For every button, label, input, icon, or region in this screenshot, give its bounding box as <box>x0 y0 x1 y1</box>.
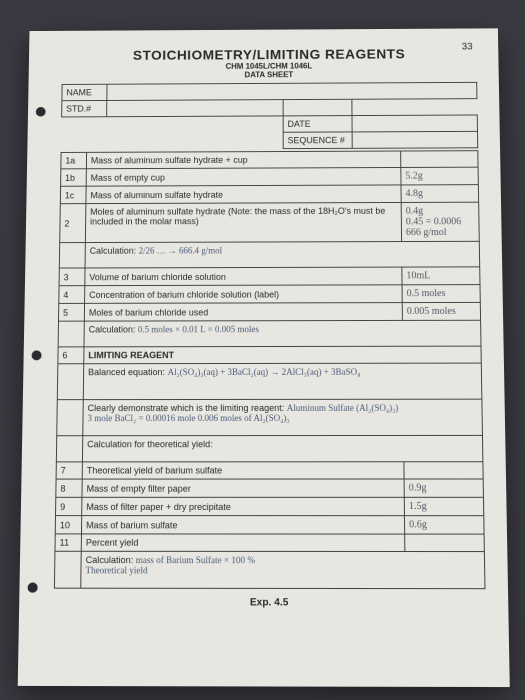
table-row: 6LIMITING REAGENT <box>57 346 480 364</box>
row-label: Calculation: mass of Barium Sulfate × 10… <box>80 551 484 588</box>
row-label: Calculation for theoretical yield: <box>82 435 482 461</box>
worksheet-paper: 33 STOICHIOMETRY/LIMITING REAGENTS CHM 1… <box>17 28 509 687</box>
table-row: 4Concentration of barium chloride soluti… <box>58 285 480 304</box>
row-label: Volume of barium chloride solution <box>84 267 401 286</box>
std-row: STD.# <box>61 99 477 117</box>
date-value <box>351 115 476 132</box>
name-value <box>106 82 476 100</box>
table-row: Clearly demonstrate which is the limitin… <box>56 399 482 436</box>
row-label: Mass of aluminum sulfate hydrate + cup <box>86 151 400 169</box>
row-number: 1b <box>60 169 86 187</box>
table-row: 7Theoretical yield of barium sulfate <box>56 462 483 479</box>
sheet-type: DATA SHEET <box>61 69 476 80</box>
row-value: 10mL <box>401 267 479 285</box>
row-number: 11 <box>54 534 80 551</box>
seq-value <box>352 131 478 148</box>
table-row: 1cMass of aluminum sulfate hydrate4.8g <box>60 185 478 204</box>
table-row: Calculation: mass of Barium Sulfate × 10… <box>54 551 485 588</box>
row-label: Percent yield <box>81 534 405 552</box>
row-label: Mass of aluminum sulfate hydrate <box>85 185 400 204</box>
row-value: 0.4g0.45 = 0.0006666 g/mol <box>401 202 479 241</box>
row-number: 9 <box>55 497 81 515</box>
table-row: Calculation: 2/26 … → 666.4 g/mol <box>59 241 479 268</box>
std-label: STD.# <box>61 100 106 116</box>
table-row: Calculation for theoretical yield: <box>56 435 483 462</box>
row-label: Balanced equation: Al₂(SO₄)₃(aq) + 3BaCl… <box>83 363 482 400</box>
row-value: 1.5g <box>404 497 484 515</box>
row-number <box>56 436 82 462</box>
date-label: DATE <box>283 116 352 133</box>
row-number: 7 <box>56 462 82 479</box>
data-table: 1aMass of aluminum sulfate hydrate + cup… <box>53 150 485 589</box>
table-row: 8Mass of empty filter paper0.9g <box>55 479 483 497</box>
row-label: Concentration of barium chloride solutio… <box>84 285 402 304</box>
row-label: Theoretical yield of barium sulfate <box>82 462 404 479</box>
table-row: 1aMass of aluminum sulfate hydrate + cup <box>60 151 477 169</box>
seq-row: SEQUENCE # <box>61 131 478 149</box>
row-value: 0.5 moles <box>402 285 480 303</box>
page-number: 33 <box>461 42 472 53</box>
row-number: 3 <box>59 268 85 286</box>
table-row: 3Volume of barium chloride solution10mL <box>59 267 480 286</box>
row-label: Moles of barium chloride used <box>84 303 402 322</box>
row-label: Moles of aluminum sulfate hydrate (Note:… <box>85 202 401 242</box>
row-number: 1c <box>60 186 86 204</box>
row-label: Calculation: 2/26 … → 666.4 g/mol <box>85 241 480 268</box>
table-row: 9Mass of filter paper + dry precipitate1… <box>55 497 483 515</box>
row-value <box>404 534 484 551</box>
row-value: 0.005 moles <box>402 302 480 320</box>
row-label: Mass of filter paper + dry precipitate <box>81 497 404 515</box>
row-value <box>403 462 482 479</box>
name-row: NAME <box>61 82 476 100</box>
row-value: 0.9g <box>404 479 483 497</box>
name-label: NAME <box>61 84 106 100</box>
row-label: Clearly demonstrate which is the limitin… <box>82 399 482 436</box>
row-number <box>58 321 84 347</box>
table-row: Calculation: 0.5 moles × 0.01 L = 0.005 … <box>58 320 481 347</box>
title-block: STOICHIOMETRY/LIMITING REAGENTS CHM 1045… <box>61 46 476 81</box>
table-row: 11Percent yield <box>54 534 483 552</box>
row-number <box>57 364 83 400</box>
row-number <box>54 551 81 588</box>
row-number: 1a <box>60 152 86 168</box>
header-table: NAME STD.# DATE SEQUENCE # <box>60 82 478 150</box>
row-number: 2 <box>59 204 85 243</box>
seq-label: SEQUENCE # <box>283 132 352 149</box>
table-row: 2Moles of aluminum sulfate hydrate (Note… <box>59 202 479 242</box>
table-row: Balanced equation: Al₂(SO₄)₃(aq) + 3BaCl… <box>57 363 482 400</box>
std-value <box>106 100 283 117</box>
date-row: DATE <box>61 115 477 133</box>
row-value: 5.2g <box>400 167 478 185</box>
row-number: 8 <box>55 479 81 497</box>
table-row: 10Mass of barium sulfate0.6g <box>55 516 484 535</box>
row-label: Mass of empty cup <box>86 167 401 186</box>
row-number <box>59 243 85 269</box>
row-label: Mass of barium sulfate <box>81 516 404 534</box>
experiment-number: Exp. 4.5 <box>53 597 485 609</box>
row-number: 6 <box>57 347 83 364</box>
row-number: 5 <box>58 303 84 321</box>
row-value: 4.8g <box>400 185 478 203</box>
row-label: Mass of empty filter paper <box>81 479 403 497</box>
row-number <box>56 400 83 436</box>
paper-holes <box>25 31 50 686</box>
row-number: 10 <box>55 516 81 534</box>
section-title: LIMITING REAGENT <box>83 346 481 364</box>
row-number: 4 <box>58 286 84 304</box>
table-row: 1bMass of empty cup5.2g <box>60 167 478 186</box>
table-row: 5Moles of barium chloride used0.005 mole… <box>58 302 480 321</box>
row-value <box>400 151 477 168</box>
row-label: Calculation: 0.5 moles × 0.01 L = 0.005 … <box>83 320 480 347</box>
row-value: 0.6g <box>404 516 484 534</box>
